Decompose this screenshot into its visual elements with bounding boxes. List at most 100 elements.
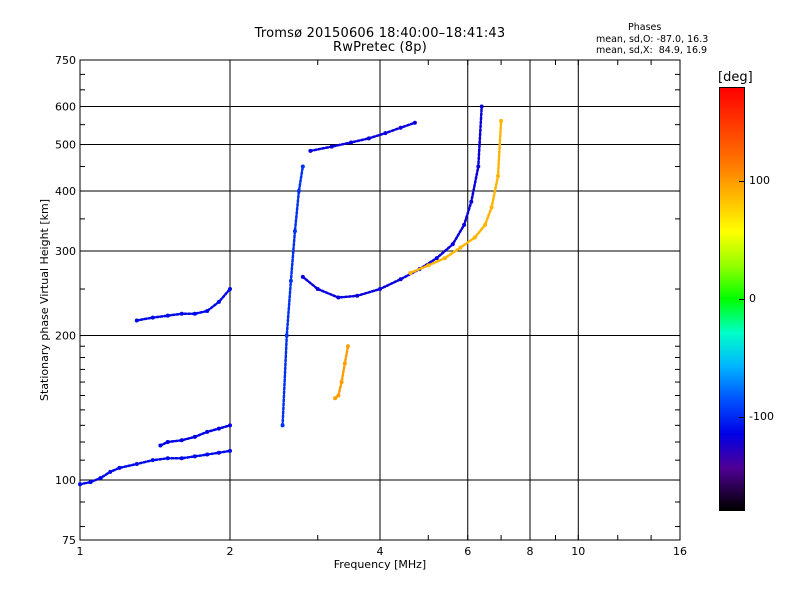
echo-point (434, 256, 439, 261)
echo-point (192, 311, 197, 316)
echo-point (349, 140, 354, 145)
echo-point (315, 287, 320, 292)
echo-point (150, 458, 155, 463)
echo-point (292, 229, 297, 234)
y-tick-label: 100 (55, 474, 76, 487)
echo-point (483, 222, 488, 227)
echo-point (442, 256, 447, 261)
y-tick-label: 750 (55, 54, 76, 67)
echo-point (345, 344, 350, 349)
x-tick-label: 10 (571, 545, 585, 558)
echo-point (499, 118, 504, 123)
colorbar-tick (739, 416, 745, 418)
colorbar-tick-label: -100 (749, 409, 774, 423)
x-tick-label: 16 (673, 545, 687, 558)
y-tick-label: 200 (55, 330, 76, 343)
echo-point (205, 452, 210, 457)
x-tick-label: 4 (377, 545, 384, 558)
echo-point (296, 189, 301, 194)
echo-point (280, 423, 285, 428)
y-axis-label: Stationary phase Virtual Height [km] (38, 199, 51, 401)
echo-point (308, 148, 313, 153)
x-tick-label: 2 (227, 545, 234, 558)
y-tick-label: 300 (55, 245, 76, 258)
chart-title: Tromsø 20150606 18:40:00–18:41:43 (254, 26, 506, 41)
echo-point (300, 164, 305, 169)
echo-point (179, 311, 184, 316)
echo-point (205, 429, 210, 434)
echo-point (216, 426, 221, 431)
echo-point (88, 480, 93, 485)
x-tick-label: 1 (77, 545, 84, 558)
echo-point (336, 295, 341, 300)
echo-trace (281, 165, 305, 427)
echo-point (366, 136, 371, 141)
y-tick-label: 75 (62, 534, 76, 547)
echo-point (458, 245, 463, 250)
echo-point (398, 125, 403, 130)
echo-point (412, 120, 417, 125)
echo-point (192, 434, 197, 439)
echo-point (158, 443, 163, 448)
echo-point (378, 287, 382, 292)
echo-point (355, 293, 360, 298)
echo-point (165, 440, 170, 445)
echo-point (329, 144, 334, 149)
x-tick-label: 8 (527, 545, 534, 558)
echo-point (472, 235, 477, 240)
colorbar-tick-label: 0 (749, 292, 756, 305)
echo-trace (301, 105, 483, 299)
colorbar-tick (739, 299, 745, 300)
echo-point (228, 423, 232, 428)
echo-point (450, 242, 455, 247)
echo-point (300, 274, 305, 279)
phase-stats-x: mean, sd,X: 84.9, 16.9 (596, 45, 708, 56)
y-tick-label: 500 (55, 139, 76, 152)
chart-subtitle: RwPretec (8p) (333, 40, 427, 55)
echo-point (342, 361, 347, 366)
echo-point (426, 263, 431, 268)
y-tick-label: 600 (55, 101, 76, 114)
echo-point (165, 313, 170, 318)
echo-trace (408, 119, 503, 275)
echo-point (108, 469, 113, 474)
echo-point (339, 380, 344, 385)
echo-point (333, 396, 338, 401)
echo-point (479, 104, 484, 109)
phases-heading: Phases (628, 22, 662, 33)
echo-point (228, 287, 232, 292)
echo-point (216, 299, 221, 304)
echo-point (134, 461, 139, 466)
echo-point (192, 454, 197, 459)
echo-point (284, 333, 289, 338)
echo-point (78, 482, 82, 487)
echo-point (150, 315, 155, 320)
echo-point (408, 270, 413, 275)
echo-point (336, 393, 341, 398)
echo-point (398, 277, 403, 282)
echo-point (117, 465, 122, 470)
echo-point (489, 205, 494, 210)
y-tick-label: 400 (55, 185, 76, 198)
echo-point (179, 438, 184, 443)
echo-trace (135, 287, 232, 322)
echo-trace (333, 344, 350, 400)
echo-point (98, 475, 103, 480)
colorbar-tick-label: 100 (749, 174, 770, 188)
echo-point (383, 131, 388, 136)
echo-point (476, 164, 481, 169)
colorbar-label: [deg] (718, 70, 753, 85)
echo-point (495, 173, 500, 178)
echo-point (179, 456, 184, 461)
echo-point (462, 222, 467, 227)
echo-point (469, 199, 474, 204)
echo-point (134, 318, 139, 323)
colorbar-tick (739, 181, 745, 183)
x-tick-label: 6 (464, 545, 471, 558)
echo-point (288, 278, 293, 283)
echo-point (216, 450, 221, 455)
echo-point (165, 456, 170, 461)
echo-point (228, 448, 232, 453)
x-axis-label: Frequency [MHz] (334, 558, 426, 571)
